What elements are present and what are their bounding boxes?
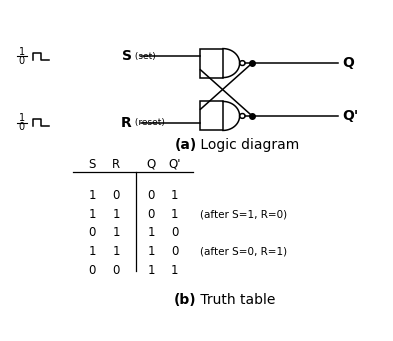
Text: 1: 1 xyxy=(112,208,120,221)
Text: 0: 0 xyxy=(148,189,155,202)
Text: (after S=1, R=0): (after S=1, R=0) xyxy=(200,209,288,219)
Text: Q: Q xyxy=(342,56,354,70)
Bar xyxy=(200,102,223,130)
Text: 1: 1 xyxy=(112,226,120,239)
Text: 1: 1 xyxy=(147,264,155,277)
Text: Q': Q' xyxy=(342,109,358,123)
Text: 1: 1 xyxy=(147,245,155,258)
Text: R: R xyxy=(121,116,132,130)
Text: Q': Q' xyxy=(169,158,181,170)
Text: 0: 0 xyxy=(112,264,119,277)
Text: 0: 0 xyxy=(89,264,96,277)
Text: 0: 0 xyxy=(18,122,25,132)
Text: S: S xyxy=(89,158,96,170)
Text: 1: 1 xyxy=(18,47,25,57)
Text: 1: 1 xyxy=(88,208,96,221)
Text: 1: 1 xyxy=(171,264,179,277)
Bar xyxy=(200,48,223,77)
Text: 0: 0 xyxy=(171,245,178,258)
Text: 1: 1 xyxy=(171,189,179,202)
Text: 1: 1 xyxy=(112,245,120,258)
Text: Truth table: Truth table xyxy=(196,293,276,307)
Text: Logic diagram: Logic diagram xyxy=(196,138,300,152)
Text: 0: 0 xyxy=(171,226,178,239)
Text: Q: Q xyxy=(147,158,156,170)
Text: (set): (set) xyxy=(132,52,155,61)
Text: 0: 0 xyxy=(18,56,25,66)
Text: 1: 1 xyxy=(171,208,179,221)
Text: 1: 1 xyxy=(18,113,25,123)
Text: 1: 1 xyxy=(88,245,96,258)
Text: (reset): (reset) xyxy=(132,118,165,127)
Text: 1: 1 xyxy=(88,189,96,202)
Text: R: R xyxy=(112,158,120,170)
Text: 1: 1 xyxy=(147,226,155,239)
Text: 0: 0 xyxy=(148,208,155,221)
Text: S: S xyxy=(122,49,132,63)
Text: (a): (a) xyxy=(174,138,196,152)
Text: (b): (b) xyxy=(174,293,196,307)
Text: 0: 0 xyxy=(89,226,96,239)
Text: 0: 0 xyxy=(112,189,119,202)
Text: (after S=0, R=1): (after S=0, R=1) xyxy=(200,247,288,257)
